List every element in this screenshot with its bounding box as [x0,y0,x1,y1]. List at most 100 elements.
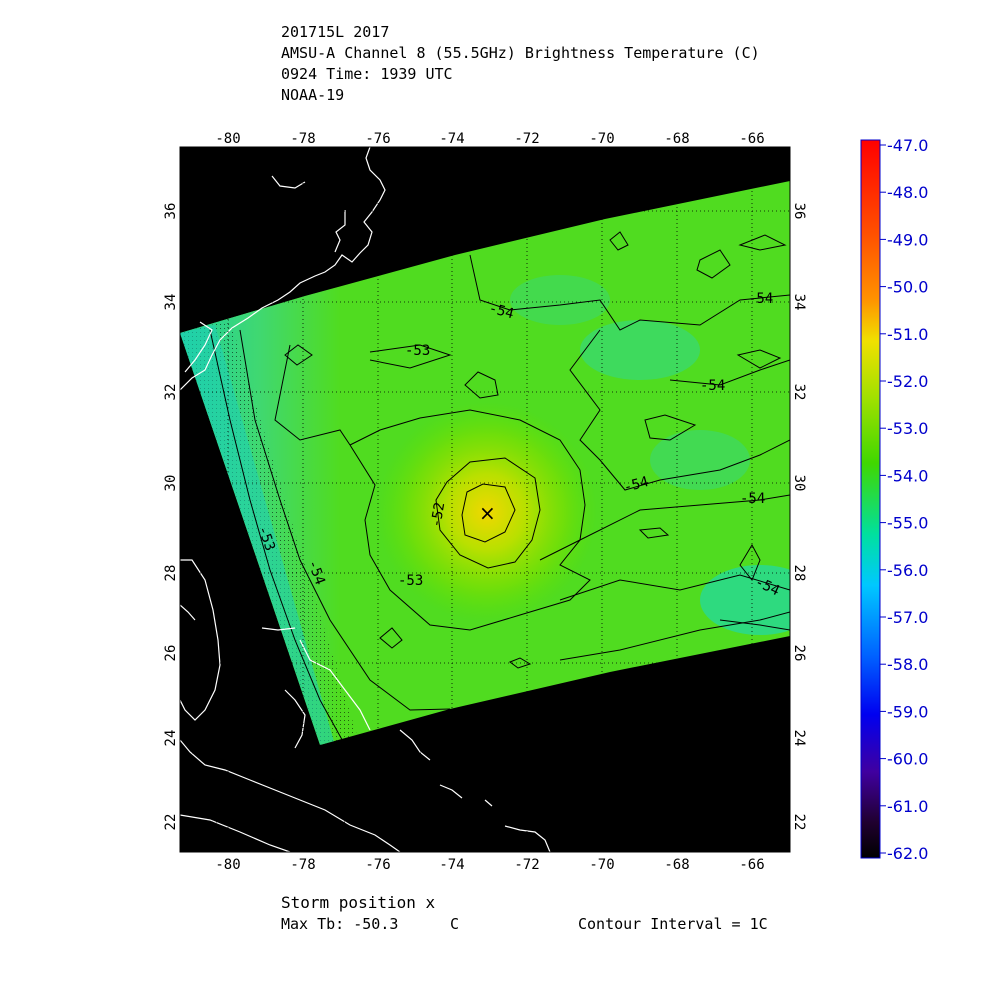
chesapeake-inlet [271,175,306,189]
contour-small [736,349,782,369]
lat-label-right: 24 [791,730,807,747]
contour-small [464,371,499,399]
colorbar-label: -53.0 [887,419,928,438]
contour-small [508,657,532,669]
lon-label-bottom: -68 [664,857,689,873]
lon-label-top: -70 [589,131,614,147]
contour-interval: Contour Interval = 1C [578,915,768,933]
lat-label-left: 24 [163,730,179,747]
lon-label-bottom: -80 [215,857,240,873]
contour-minus-54 [559,574,790,601]
contour-small [644,414,697,441]
cool-patch [650,430,750,490]
contour-minus-52 [435,457,541,569]
title-satellite: NOAA-19 [281,86,345,104]
title-product: AMSU-A Channel 8 (55.5GHz) Brightness Te… [281,44,760,62]
lon-label-top: -80 [215,131,240,147]
map-frame [179,146,791,853]
cool-patch [510,275,610,325]
lat-label-left: 34 [163,294,179,311]
lon-label-bottom: -74 [439,857,464,873]
colorbar-label: -49.0 [887,230,928,249]
lat-label-right: 22 [791,814,807,831]
contour-small [609,231,629,251]
sc-coast-inner [184,321,213,373]
lat-label-right: 36 [791,203,807,220]
contour-minus-54 [669,359,790,386]
lon-tick-marks [227,147,753,852]
contour-small [739,543,761,581]
lon-label-bottom: -66 [739,857,764,873]
lat-label-left: 26 [163,645,179,662]
colorbar-label: -47.0 [887,136,928,155]
lat-label-right: 26 [791,645,807,662]
bahamas-great-abaco [299,639,371,731]
cuba-south-coast [180,814,291,852]
contour-minus-54 [239,329,451,711]
lat-label-right: 32 [791,384,807,401]
pamlico-sound [334,210,346,253]
contour-label: -53 [405,343,430,359]
colorbar-label: -58.0 [887,655,928,674]
bahamas-island [484,799,493,807]
contour-minus-54 [469,254,790,331]
colorbar-labels: -47.0 -48.0 -49.0 -50.0 -51.0 -52.0 -53.0 -54.0… [880,136,928,863]
lat-label-left: 30 [163,475,179,492]
colorbar-label: -57.0 [887,608,928,627]
lon-label-top: -74 [439,131,464,147]
contour-label: -54 [740,491,765,507]
lat-label-left: 32 [163,384,179,401]
contour-minus-54 [569,329,790,491]
coastline [180,147,551,852]
colorbar [860,139,881,859]
lon-label-top: -68 [664,131,689,147]
lat-label-right: 30 [791,475,807,492]
contour-minus-53 [369,344,452,369]
lat-label-right: 34 [791,294,807,311]
title-time: 0924 Time: 1939 UTC [281,65,453,83]
bahamas-exuma [399,729,431,761]
bahamas-island [439,784,463,799]
hispaniola-coast [504,825,551,852]
limb-cool-strip [180,325,335,745]
contour-minus-55 [719,619,790,631]
contour-small [738,234,787,251]
lon-label-bottom: -70 [589,857,614,873]
florida-lake [180,604,196,621]
contour-minus-51 [461,483,516,543]
lat-labels: 36 34 32 30 28 26 24 22 36 34 32 30 28 2… [163,203,807,831]
grand-bahama [261,627,296,631]
lat-label-left: 36 [163,203,179,220]
lon-label-top: -66 [739,131,764,147]
bahamas-andros [284,689,306,749]
contour-minus-54 [539,494,790,561]
title-storm-id: 201715L 2017 [281,23,390,41]
contour-minus-54 [559,611,790,661]
lon-label-bottom: -78 [290,857,315,873]
colorbar-label: -52.0 [887,372,928,391]
lon-label-bottom: -72 [514,857,539,873]
lat-label-right: 28 [791,565,807,582]
contour-small [284,344,313,366]
contour-label: -54 [700,378,725,394]
lon-label-top: -78 [290,131,315,147]
storm-warm-core [357,397,617,627]
max-tb-unit: C [450,915,460,933]
contour-minus-54 [274,344,351,446]
lon-label-bottom: -76 [365,857,390,873]
colorbar-label: -62.0 [887,844,928,863]
colorbar-label: -54.0 [887,466,928,485]
lat-label-left: 28 [163,565,179,582]
contour-small [638,527,670,539]
lon-label-top: -72 [514,131,539,147]
colorbar-label: -61.0 [887,797,928,816]
cool-patch [700,565,790,635]
cool-patch [580,320,700,380]
cuba-north-coast [180,739,401,852]
contour-minus-55 [209,329,346,746]
contour-label: -53 [398,573,423,589]
contour-small [379,627,403,649]
contour-label: -52 [428,501,448,529]
lon-label-top: -76 [365,131,390,147]
